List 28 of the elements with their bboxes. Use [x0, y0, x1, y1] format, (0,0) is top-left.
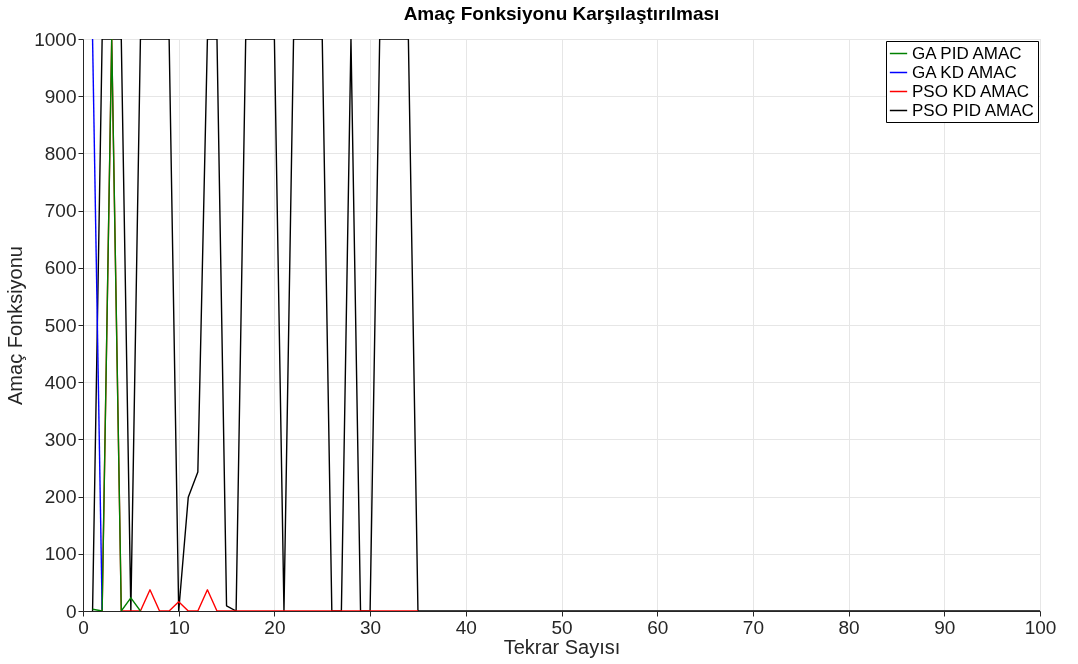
- y-tick-label: 500: [44, 314, 77, 336]
- x-axis-title: Tekrar Sayısı: [503, 635, 621, 658]
- x-tick-label: 50: [551, 616, 573, 638]
- x-tick-label: 40: [455, 616, 477, 638]
- y-tick-label: 200: [44, 486, 77, 508]
- x-tick-label: 60: [647, 616, 669, 638]
- y-tick-label: 0: [65, 600, 77, 622]
- legend-label: PSO KD AMAC: [912, 81, 1030, 101]
- legend-label: GA KD AMAC: [912, 62, 1017, 82]
- x-tick-label: 100: [1024, 616, 1057, 638]
- y-tick-label: 700: [44, 200, 77, 222]
- x-tick-label: 30: [360, 616, 382, 638]
- x-tick-label: 20: [264, 616, 286, 638]
- chart-title: Amaç Fonksiyonu Karşılaştırılması: [403, 3, 720, 24]
- y-tick-label: 100: [44, 543, 77, 565]
- legend-label: GA PID AMAC: [912, 43, 1022, 63]
- y-tick-label: 1000: [34, 28, 77, 50]
- y-tick-label: 300: [44, 428, 77, 450]
- y-tick-label: 400: [44, 371, 77, 393]
- y-tick-label: 800: [44, 142, 77, 164]
- x-tick-label: 80: [838, 616, 860, 638]
- x-tick-label: 90: [934, 616, 956, 638]
- y-tick-label: 600: [44, 257, 77, 279]
- y-tick-label: 900: [44, 85, 77, 107]
- x-tick-label: 10: [168, 616, 190, 638]
- y-axis-title: Amaç Fonksiyonu: [4, 246, 27, 405]
- x-tick-label: 70: [742, 616, 764, 638]
- legend-label: PSO PID AMAC: [912, 100, 1034, 120]
